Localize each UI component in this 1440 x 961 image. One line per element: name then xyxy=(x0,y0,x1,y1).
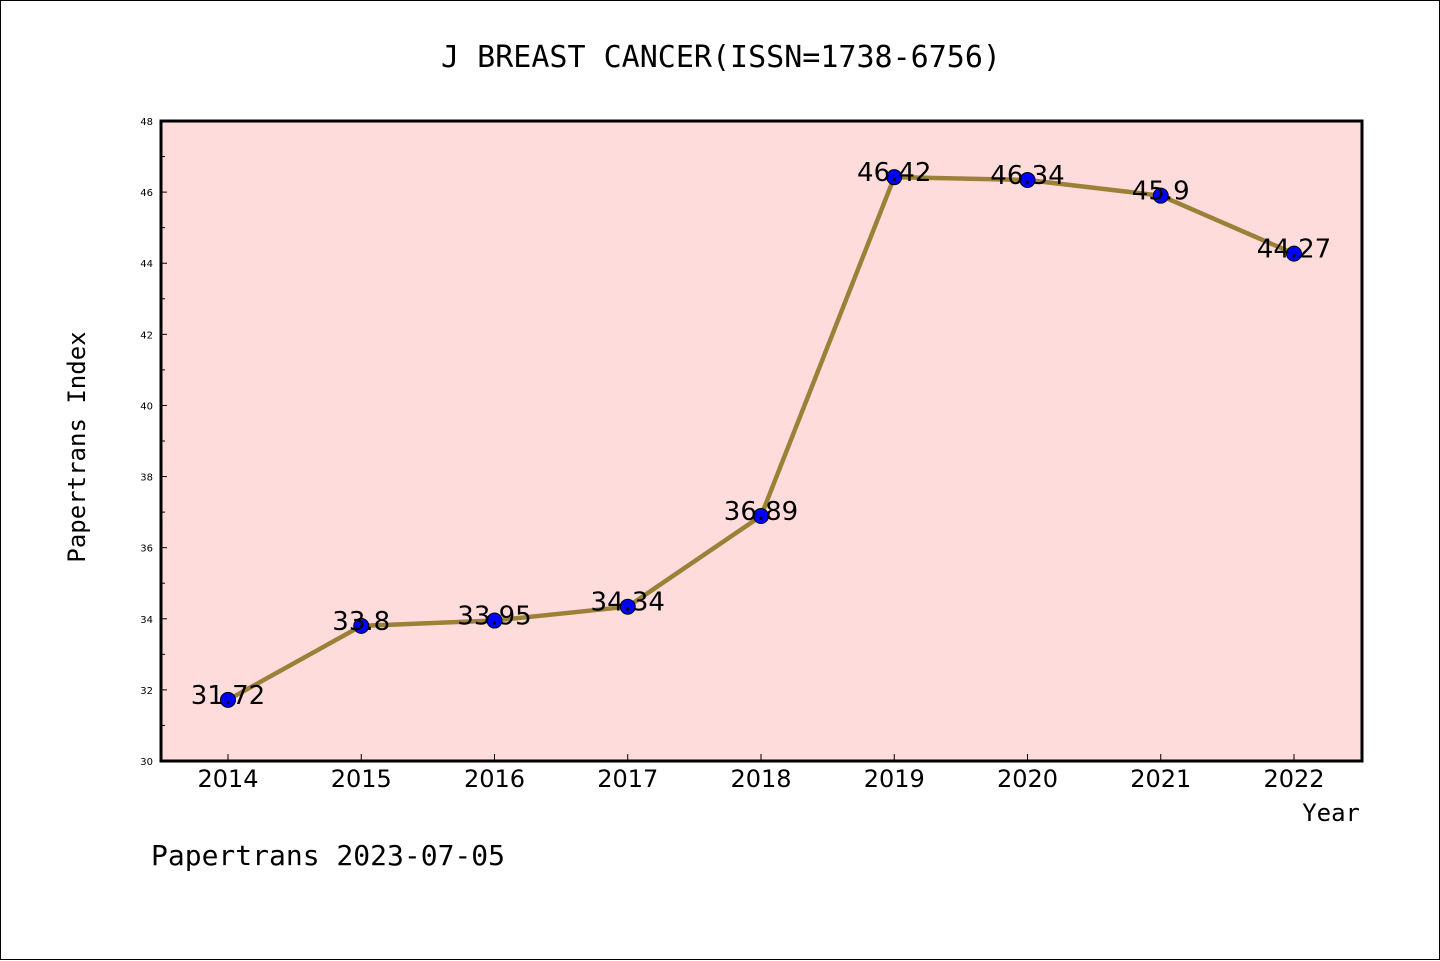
data-label: 33.95 xyxy=(457,602,531,632)
y-axis-label: Papertrans Index xyxy=(63,331,91,562)
data-point xyxy=(753,508,769,525)
data-point xyxy=(220,691,236,708)
data-label: 44.27 xyxy=(1257,235,1331,265)
y-tick-label: 34 xyxy=(140,615,153,626)
y-tick-label: 30 xyxy=(140,757,153,768)
x-tick-label: 2015 xyxy=(331,765,392,793)
y-tick-label: 46 xyxy=(140,188,153,199)
data-point xyxy=(886,169,903,186)
x-tick-label: 2019 xyxy=(864,765,925,793)
x-tick-label: 2018 xyxy=(730,765,791,793)
y-tick-label: 44 xyxy=(140,259,153,270)
footer-text: Papertrans 2023-07-05 xyxy=(151,839,505,872)
data-point xyxy=(1286,245,1302,262)
x-axis-label: Year xyxy=(1302,799,1360,827)
chart-title: J BREAST CANCER(ISSN=1738-6756) xyxy=(441,40,1001,75)
y-tick-label: 38 xyxy=(140,473,153,484)
plot-area xyxy=(159,119,1364,763)
y-tick-label: 40 xyxy=(140,401,153,412)
data-labels: 31.72 33.8 33.95 34.34 36.89 46.42 46.34 45.9 44… xyxy=(191,158,1331,711)
y-tick-label: 48 xyxy=(140,117,153,128)
y-tick-label: 32 xyxy=(140,686,153,697)
data-label: 45.9 xyxy=(1132,177,1190,207)
x-tick-label: 2016 xyxy=(464,765,525,793)
data-label: 46.34 xyxy=(990,161,1064,191)
data-label: 46.42 xyxy=(857,158,931,188)
data-label: 31.72 xyxy=(191,681,265,711)
x-tick-label: 2020 xyxy=(997,765,1058,793)
x-tick-label: 2021 xyxy=(1130,765,1191,793)
x-tick-label: 2017 xyxy=(597,765,658,793)
data-label: 36.89 xyxy=(724,497,798,527)
x-axis: 2014 2015 2016 2017 2018 2019 2020 2021 2022 xyxy=(197,754,1325,793)
data-label: 33.8 xyxy=(332,607,390,637)
y-tick-label: 42 xyxy=(140,330,153,341)
x-tick-label: 2014 xyxy=(197,765,258,793)
y-tick-label: 36 xyxy=(140,544,153,555)
y-axis: 30 32 34 36 38 40 42 44 46 48 xyxy=(140,117,167,768)
data-series xyxy=(220,169,1302,708)
data-point xyxy=(353,617,370,634)
data-label: 34.34 xyxy=(591,588,665,618)
data-point xyxy=(619,598,636,615)
data-point xyxy=(486,612,503,629)
data-point xyxy=(1019,172,1036,189)
x-tick-label: 2022 xyxy=(1263,765,1324,793)
data-point xyxy=(1152,187,1169,204)
